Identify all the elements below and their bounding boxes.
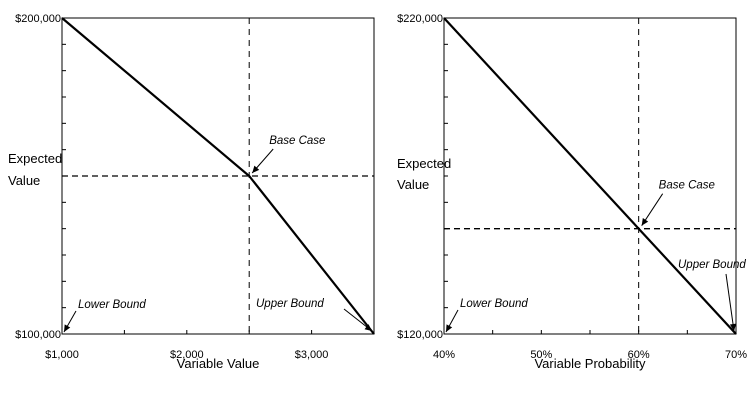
x-axis-title: Variable Probability xyxy=(534,356,646,371)
expected-value-line xyxy=(443,17,737,335)
x-tick-label: 50% xyxy=(530,349,552,361)
lower-bound-arrowhead xyxy=(64,324,71,332)
expected-value-line xyxy=(61,17,375,335)
upper-bound-arrow-line xyxy=(725,273,735,332)
x-tick-label: $3,000 xyxy=(295,349,329,361)
x-tick-label: $1,000 xyxy=(45,349,79,361)
base-case-label: Base Case xyxy=(269,135,325,147)
upper-bound-arrowhead xyxy=(729,323,737,331)
lower-bound-label: Lower Bound xyxy=(78,299,146,311)
x-tick-label: 70% xyxy=(725,349,747,361)
lower-bound-label: Lower Bound xyxy=(460,298,528,310)
x-tick-label: 60% xyxy=(628,349,650,361)
y-axis-title-line: Value xyxy=(397,177,429,192)
y-tick-label: $120,000 xyxy=(397,329,443,341)
x-tick-label: 40% xyxy=(433,349,455,361)
base-case-arrowhead xyxy=(252,165,260,173)
upper-bound-label: Upper Bound xyxy=(678,259,746,271)
base-case-label: Base Case xyxy=(659,180,715,192)
y-axis-title-line: Value xyxy=(8,173,40,188)
y-tick-label: $200,000 xyxy=(15,13,61,25)
y-tick-label: $100,000 xyxy=(15,329,61,341)
y-tick-label: $220,000 xyxy=(397,13,443,25)
x-axis-title: Variable Value xyxy=(177,356,260,371)
x-tick-label: $2,000 xyxy=(170,349,204,361)
chart-variable-value: $1,000 $2,000 $3,000 $200,000 $100,000 Variab… xyxy=(8,13,375,371)
upper-bound-arrowhead xyxy=(364,324,372,331)
lower-bound-arrowhead xyxy=(446,324,453,332)
upper-bound-label: Upper Bound xyxy=(256,298,324,310)
chart-variable-probability: 40% 50% 60% 70% $220,000 $120,000 Variable Pro… xyxy=(397,13,747,371)
y-axis-title-line: Expected xyxy=(397,156,451,171)
base-case-arrowhead xyxy=(641,218,649,226)
y-axis-title-line: Expected xyxy=(8,151,62,166)
